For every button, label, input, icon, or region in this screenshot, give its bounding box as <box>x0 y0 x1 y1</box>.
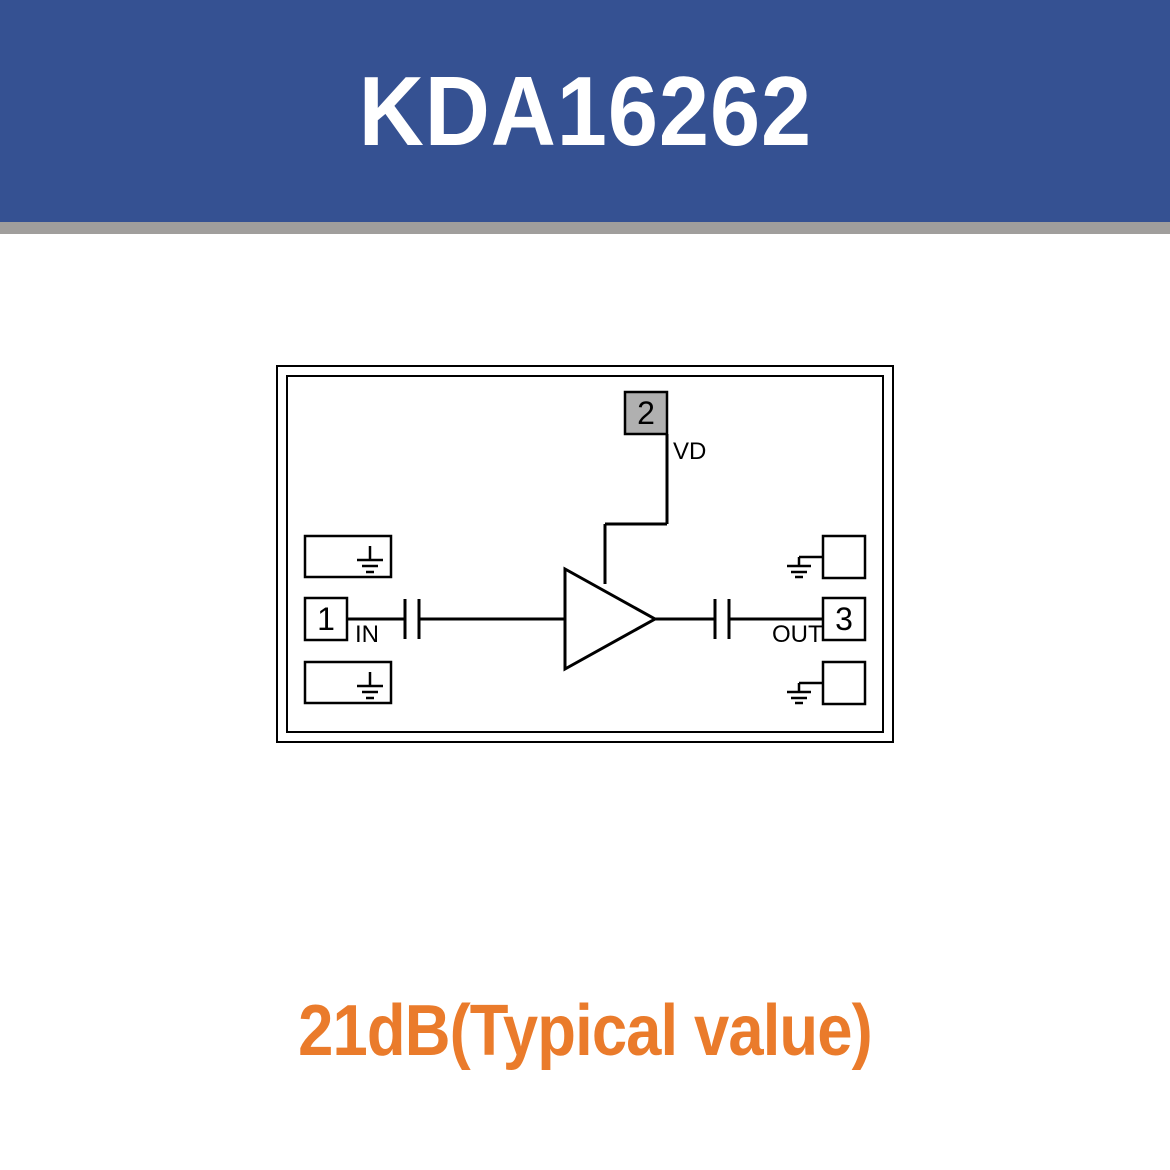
diagram-container: 2 VD 1 IN OU <box>0 234 1170 744</box>
part-number-title: KDA16262 <box>358 55 811 168</box>
separator-strip <box>0 222 1170 234</box>
pin-1-label: IN <box>355 621 379 648</box>
footer-spec: 21dB(Typical value) <box>0 990 1170 1072</box>
left-top-pad <box>305 536 391 577</box>
pin-3-label: OUT <box>772 621 823 648</box>
left-bottom-pad <box>305 662 391 703</box>
gain-spec-text: 21dB(Typical value) <box>70 990 1100 1072</box>
pin-1-number: 1 <box>317 601 335 637</box>
right-top-pad <box>823 536 865 578</box>
pin-2-number: 2 <box>637 395 655 431</box>
right-bottom-pad <box>823 662 865 704</box>
schematic-diagram: 2 VD 1 IN OU <box>275 364 895 744</box>
pin-2-label: VD <box>673 438 706 465</box>
header-bar: KDA16262 <box>0 0 1170 222</box>
pin-3-number: 3 <box>835 601 853 637</box>
